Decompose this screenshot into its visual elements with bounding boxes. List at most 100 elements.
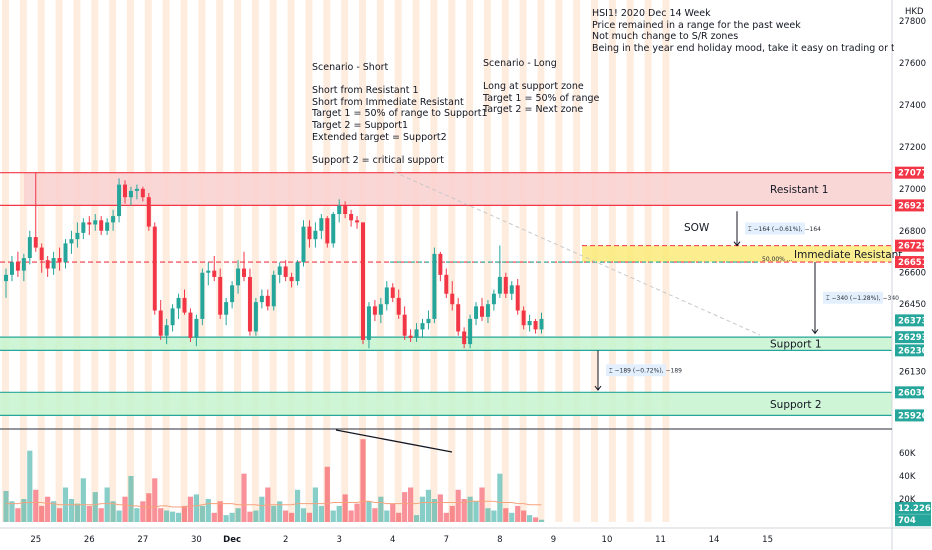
candle-up (509, 285, 514, 294)
zone-resistance (24, 172, 892, 206)
time-tick-label: 25 (30, 535, 41, 545)
time-tick-label: 15 (762, 535, 773, 545)
time-tick-label: 11 (655, 535, 666, 545)
zone-label-immediate: Immediate Resistant (794, 249, 902, 261)
candle-up (200, 272, 205, 319)
volume-bar-down (342, 494, 348, 522)
candle-down (533, 321, 538, 330)
candlestick-series (4, 172, 544, 349)
volume-bar-up (27, 450, 33, 522)
note-line: Price remained in a range for the past w… (592, 19, 801, 31)
volume-bar-down (449, 505, 455, 522)
time-tick-label: 14 (709, 535, 720, 545)
candle-up (527, 321, 532, 326)
candle-up (236, 268, 241, 286)
zone-label-resistance: Resistant 1 (770, 184, 828, 196)
volume-bar-up (175, 512, 182, 522)
session-band (198, 0, 206, 522)
note-line: Target 1 = 50% of range (483, 92, 600, 104)
note-line: Short from Immediate Resistant (312, 96, 464, 108)
session-band (287, 0, 295, 522)
time-tick-label: 3 (336, 535, 341, 545)
candle-up (378, 304, 383, 315)
note-line: Support 2 = critical support (312, 154, 444, 166)
volume-bar-up (497, 473, 503, 522)
volume-bar-down (455, 489, 461, 522)
measure-arrow-head (811, 329, 819, 335)
volume-bar-up (92, 492, 98, 522)
zone-label-support: Support 2 (770, 399, 822, 411)
volume-bar-down (39, 505, 45, 522)
candle-up (295, 262, 300, 282)
price-badge (895, 166, 924, 179)
volume-bar-up (330, 510, 336, 522)
volume-bar-down (241, 473, 247, 522)
trend-line-dashed (393, 171, 761, 336)
time-tick-label: 7 (444, 535, 449, 545)
volume-bar-down (211, 512, 217, 522)
volume-bar-up (134, 508, 140, 522)
volume-bar-down (158, 508, 164, 522)
volume-bar-down (247, 511, 253, 522)
candle-down (182, 297, 187, 313)
candle-up (69, 239, 74, 244)
volume-bar-up (336, 505, 342, 522)
candle-up (271, 274, 276, 307)
price-badge-label: 26230 (898, 346, 928, 356)
candle-up (27, 237, 32, 259)
session-band (251, 0, 259, 522)
volume-bar-down (283, 510, 289, 522)
candle-up (331, 214, 336, 244)
volume-bar-up (74, 503, 80, 522)
volume-bar-down (408, 487, 414, 522)
note-line: HSI1! 2020 Dec 14 Week (592, 8, 711, 19)
note-line (312, 143, 488, 155)
candle-up (117, 184, 122, 217)
volume-bar-down (45, 496, 51, 522)
candle-down (361, 222, 365, 340)
volume-bar-up (164, 510, 170, 522)
volume-badge (895, 514, 931, 527)
session-band (144, 0, 152, 522)
volume-tick-label: 60K (899, 449, 916, 459)
time-tick-label: 4 (390, 535, 395, 545)
volume-bar-down (306, 512, 313, 522)
candle-down (480, 306, 484, 317)
candle-down (325, 218, 330, 244)
volume-bar-up (68, 499, 75, 522)
candle-up (277, 266, 282, 275)
volume-bar-up (80, 478, 86, 522)
volume-bar-down (348, 510, 354, 522)
session-band (162, 0, 170, 522)
price-badge-label: 26921 (898, 201, 928, 211)
candle-down (462, 331, 467, 345)
session-band (126, 0, 134, 522)
candle-down (99, 220, 104, 231)
candle-down (218, 276, 223, 315)
measure-label: ⌶ −340 (−1.28%), −340 (826, 295, 899, 302)
price-tick-label: 27600 (899, 59, 926, 69)
candle-down (402, 314, 407, 336)
note-line: Target 2 = Support1 (312, 119, 409, 131)
session-band (180, 0, 188, 522)
trend-drawings: ⌶ −164 (−0.61%), −164 ⌶ −340 (−1.28%), −3… (335, 171, 899, 453)
candle-up (75, 232, 80, 240)
candle-down (503, 276, 508, 294)
volume-bar-up (413, 515, 420, 522)
candle-down (444, 274, 449, 294)
candle-down (146, 197, 151, 227)
session-band (573, 0, 581, 522)
short-scenario-note: Scenario - Short Short from Resistant 1 Sh… (312, 62, 488, 166)
price-tick-label: 27200 (899, 143, 926, 153)
candle-up (206, 270, 211, 273)
volume-bar-down (98, 508, 104, 522)
note-line (312, 74, 488, 86)
volume-bar-up (538, 519, 545, 522)
currency-label: HKD (905, 7, 924, 17)
candle-up (230, 285, 235, 303)
volume-bar-up (425, 489, 432, 522)
candle-up (426, 318, 431, 324)
measure-label: ⌶ −189 (−0.72%), −189 (609, 368, 682, 375)
candle-up (224, 302, 229, 315)
